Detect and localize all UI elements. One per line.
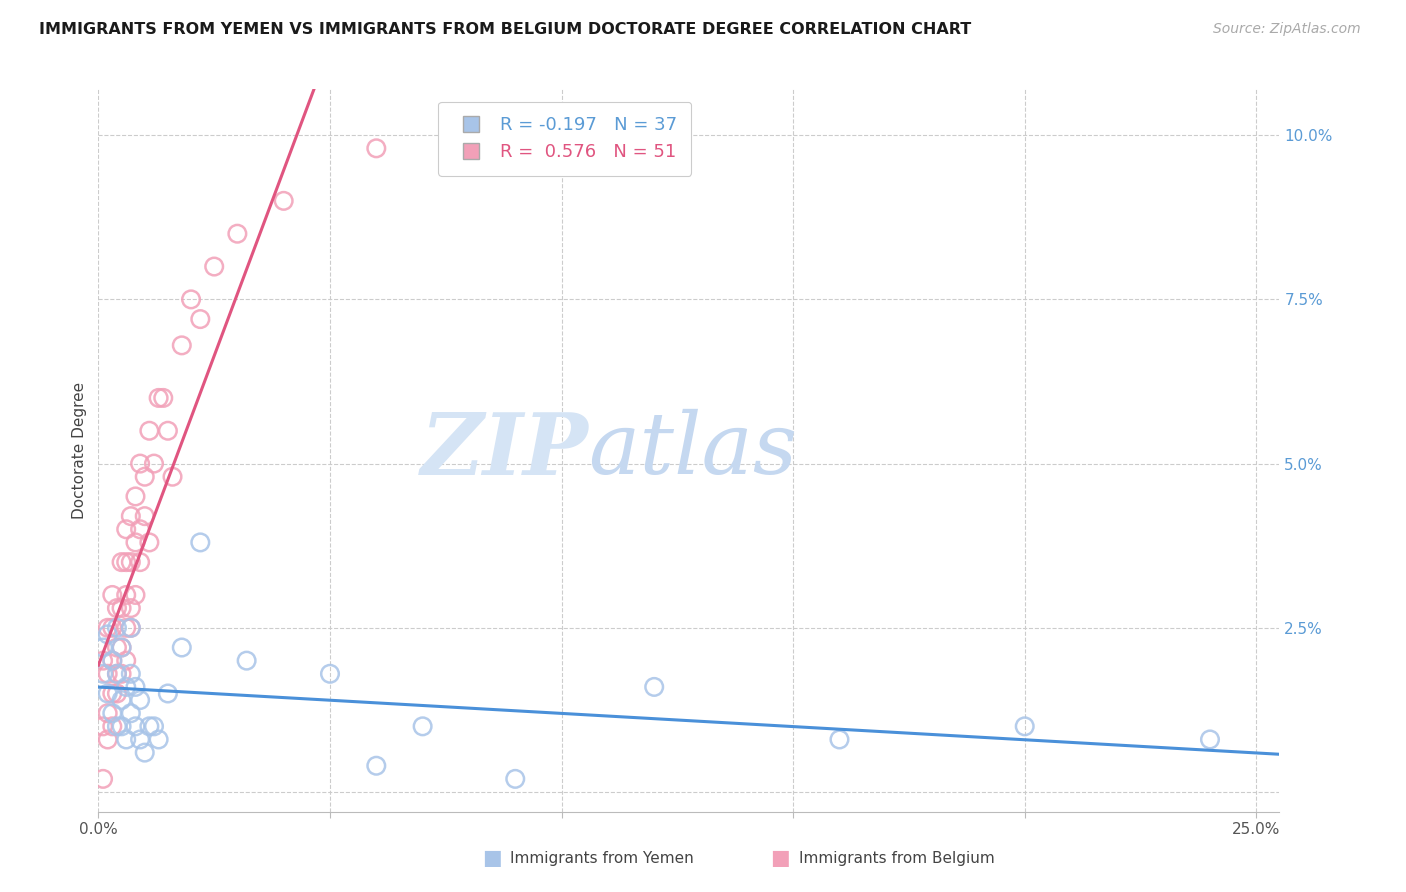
Point bbox=[120, 601, 142, 615]
Point bbox=[91, 666, 114, 681]
Point bbox=[101, 706, 124, 721]
Point bbox=[124, 588, 146, 602]
Point bbox=[120, 555, 142, 569]
Point bbox=[91, 640, 114, 655]
Point bbox=[828, 732, 851, 747]
Point bbox=[170, 640, 193, 655]
Point bbox=[110, 555, 132, 569]
Point bbox=[366, 758, 388, 772]
Text: ■: ■ bbox=[482, 848, 502, 868]
Point bbox=[120, 621, 142, 635]
Point bbox=[110, 640, 132, 655]
Point bbox=[273, 194, 295, 208]
Point bbox=[110, 601, 132, 615]
Point bbox=[152, 391, 174, 405]
Point bbox=[97, 621, 120, 635]
Point bbox=[120, 666, 142, 681]
Point bbox=[101, 686, 124, 700]
Point bbox=[129, 522, 152, 536]
Point bbox=[101, 588, 124, 602]
Point bbox=[170, 338, 193, 352]
Point bbox=[643, 680, 665, 694]
Point bbox=[115, 621, 138, 635]
Point bbox=[105, 640, 128, 655]
Point bbox=[101, 654, 124, 668]
Point bbox=[235, 654, 257, 668]
Text: Immigrants from Belgium: Immigrants from Belgium bbox=[799, 851, 994, 865]
Point bbox=[105, 719, 128, 733]
Point bbox=[120, 706, 142, 721]
Point bbox=[138, 535, 160, 549]
Point bbox=[148, 732, 170, 747]
Point bbox=[105, 601, 128, 615]
Text: ZIP: ZIP bbox=[420, 409, 589, 492]
Point bbox=[115, 588, 138, 602]
Point bbox=[138, 719, 160, 733]
Point bbox=[143, 457, 166, 471]
Point bbox=[120, 509, 142, 524]
Point bbox=[134, 746, 156, 760]
Point bbox=[319, 666, 342, 681]
Point bbox=[129, 732, 152, 747]
Point bbox=[124, 719, 146, 733]
Point bbox=[143, 719, 166, 733]
Point bbox=[124, 680, 146, 694]
Point bbox=[180, 293, 202, 307]
Point bbox=[110, 693, 132, 707]
Point bbox=[105, 666, 128, 681]
Point bbox=[503, 772, 526, 786]
Point bbox=[129, 693, 152, 707]
Point bbox=[202, 260, 225, 274]
Point bbox=[91, 719, 114, 733]
Point bbox=[110, 666, 132, 681]
Point bbox=[101, 654, 124, 668]
Point bbox=[97, 732, 120, 747]
Legend: R = -0.197   N = 37, R =  0.576   N = 51: R = -0.197 N = 37, R = 0.576 N = 51 bbox=[439, 102, 692, 176]
Point bbox=[91, 654, 114, 668]
Point bbox=[134, 509, 156, 524]
Point bbox=[134, 469, 156, 483]
Point bbox=[124, 490, 146, 504]
Point bbox=[97, 706, 120, 721]
Point bbox=[105, 686, 128, 700]
Point bbox=[129, 457, 152, 471]
Text: Immigrants from Yemen: Immigrants from Yemen bbox=[510, 851, 695, 865]
Point bbox=[110, 640, 132, 655]
Point bbox=[162, 469, 184, 483]
Point bbox=[120, 621, 142, 635]
Text: ■: ■ bbox=[770, 848, 790, 868]
Point bbox=[110, 719, 132, 733]
Point bbox=[1014, 719, 1036, 733]
Point bbox=[97, 686, 120, 700]
Point bbox=[412, 719, 434, 733]
Point bbox=[115, 654, 138, 668]
Point bbox=[91, 772, 114, 786]
Point bbox=[226, 227, 249, 241]
Point bbox=[156, 686, 179, 700]
Point bbox=[138, 424, 160, 438]
Point bbox=[105, 621, 128, 635]
Y-axis label: Doctorate Degree: Doctorate Degree bbox=[72, 382, 87, 519]
Point bbox=[188, 535, 211, 549]
Point bbox=[1199, 732, 1222, 747]
Text: Source: ZipAtlas.com: Source: ZipAtlas.com bbox=[1213, 22, 1361, 37]
Point bbox=[105, 666, 128, 681]
Point bbox=[188, 312, 211, 326]
Point bbox=[101, 621, 124, 635]
Point bbox=[124, 535, 146, 549]
Point bbox=[97, 666, 120, 681]
Point bbox=[148, 391, 170, 405]
Point bbox=[115, 522, 138, 536]
Text: atlas: atlas bbox=[589, 409, 797, 491]
Point bbox=[366, 141, 388, 155]
Point bbox=[97, 627, 120, 641]
Point bbox=[115, 555, 138, 569]
Point bbox=[115, 732, 138, 747]
Point bbox=[101, 719, 124, 733]
Point bbox=[156, 424, 179, 438]
Point bbox=[115, 680, 138, 694]
Text: IMMIGRANTS FROM YEMEN VS IMMIGRANTS FROM BELGIUM DOCTORATE DEGREE CORRELATION CH: IMMIGRANTS FROM YEMEN VS IMMIGRANTS FROM… bbox=[39, 22, 972, 37]
Point bbox=[129, 555, 152, 569]
